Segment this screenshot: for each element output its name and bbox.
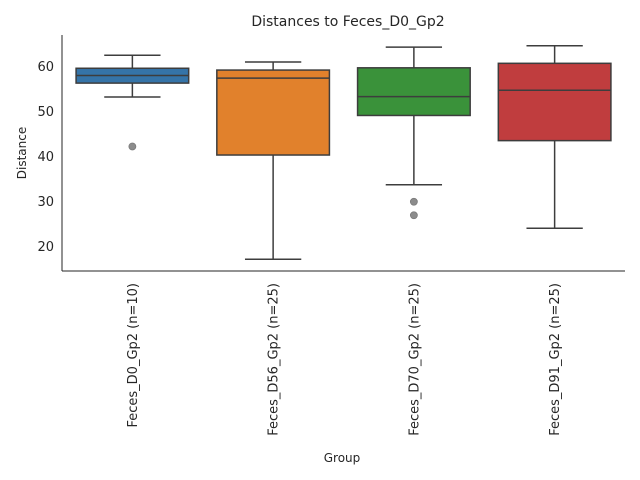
x-tick-label: Feces_D0_Gp2 (n=10) bbox=[126, 283, 141, 428]
box-iqr bbox=[216, 69, 331, 156]
x-tick-label: Feces_D70_Gp2 (n=25) bbox=[407, 283, 422, 436]
box-iqr bbox=[497, 62, 612, 142]
x-axis-label: Group bbox=[324, 451, 361, 465]
box-group-2 bbox=[216, 61, 331, 261]
box-group-4 bbox=[497, 45, 612, 230]
y-tick-label: 20 bbox=[37, 240, 54, 255]
outlier-point bbox=[409, 211, 418, 220]
y-axis-label: Distance bbox=[15, 127, 29, 179]
box-group-3 bbox=[356, 46, 471, 220]
box-iqr bbox=[356, 67, 471, 117]
y-tick-label: 30 bbox=[37, 195, 54, 210]
y-tick-label: 60 bbox=[37, 60, 54, 75]
y-tick-label: 40 bbox=[37, 150, 54, 165]
axes: 20 30 40 50 60 Feces_D0_Gp2 (n=10) Feces_D56_G… bbox=[37, 35, 625, 436]
y-tick-label: 50 bbox=[37, 105, 54, 120]
outlier-point bbox=[128, 142, 137, 151]
outlier-point bbox=[409, 197, 418, 206]
plot-area bbox=[75, 45, 612, 261]
chart-title: Distances to Feces_D0_Gp2 bbox=[251, 14, 444, 30]
x-tick-label: Feces_D56_Gp2 (n=25) bbox=[267, 283, 282, 436]
box-group-1 bbox=[75, 54, 190, 151]
x-tick-label: Feces_D91_Gp2 (n=25) bbox=[548, 283, 563, 436]
